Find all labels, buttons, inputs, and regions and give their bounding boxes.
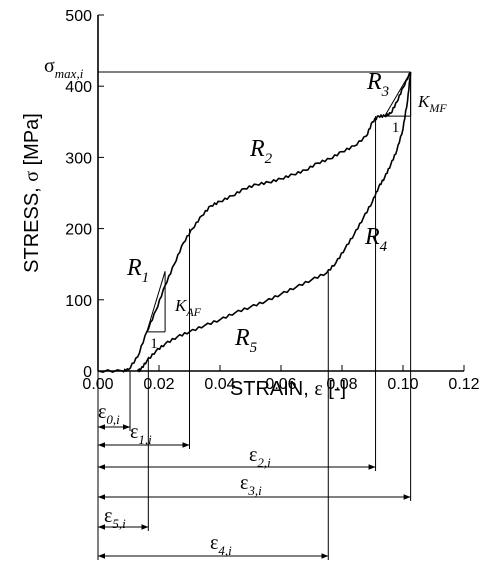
x-tick-label: 0.04 — [204, 376, 235, 393]
guides-layer — [97, 71, 412, 560]
x-axis-title: STRAIN, ε [-] — [230, 378, 346, 400]
y-tick-label: 300 — [65, 150, 92, 167]
y-tick-label: 500 — [65, 8, 92, 25]
strain-label-0-i: ε0,i — [98, 401, 120, 427]
loading-curve — [97, 71, 412, 373]
k-mf-label: KMF — [417, 92, 447, 115]
x-tick-label: 0.10 — [387, 376, 418, 393]
region-label-r3-base: R — [366, 69, 382, 95]
y-axis-title-prefix: STRESS, — [21, 182, 43, 273]
labels-layer: 11σmax,iKAFKMFR1R2R3R4R5ε0,iε1,iε2,iε3,i… — [44, 55, 447, 558]
region-label-r5-sub: 5 — [250, 340, 258, 356]
K_AF-unit-label: 1 — [150, 336, 158, 352]
region-label-r3-sub: 3 — [381, 84, 390, 100]
region-label-r5-base: R — [234, 325, 250, 351]
y-tick-label: 200 — [65, 222, 92, 239]
region-label-r4-base: R — [364, 224, 380, 250]
k-mf-label-sub: MF — [428, 101, 447, 115]
sigma-max-label-sub: max,i — [55, 66, 84, 81]
y-axis-title-symbol: σ — [21, 171, 43, 182]
strain-label-0-i-base: ε — [98, 401, 106, 423]
sigma-max-label: σmax,i — [44, 55, 84, 81]
strain-label-5-i: ε5,i — [104, 505, 126, 531]
x-tick-label: 0.12 — [448, 376, 479, 393]
strain-label-4-i-sub: 4,i — [218, 543, 232, 558]
strain-label-1-i-sub: 1,i — [138, 432, 152, 447]
region-label-r1: R1 — [126, 255, 149, 286]
strain-label-5-i-base: ε — [104, 505, 112, 527]
strain-label-2-i-base: ε — [249, 444, 257, 466]
y-tick-label: 400 — [65, 79, 92, 96]
x-tick-label: 0.06 — [265, 376, 296, 393]
strain-label-2-i-sub: 2,i — [257, 455, 271, 470]
strain-label-5-i-sub: 5,i — [112, 516, 126, 531]
x-tick-label: 0.08 — [326, 376, 357, 393]
region-label-r2-base: R — [249, 136, 265, 162]
y-axis-title-unit: [MPa] — [21, 113, 43, 171]
ticks-layer: 0.00 0.02 0.04 0.06 0.08 0.10 0.12010020030040… — [65, 8, 479, 393]
region-label-r4-sub: 4 — [380, 239, 388, 255]
curves-layer — [97, 71, 412, 373]
region-label-r1-sub: 1 — [142, 270, 150, 286]
strain-label-2-i: ε2,i — [249, 444, 271, 470]
strain-label-1-i-base: ε — [130, 421, 138, 443]
sigma-max-label-base: σ — [44, 55, 55, 77]
K_AF-triangle-slope — [146, 271, 166, 332]
region-label-r4: R4 — [364, 224, 388, 255]
strain-label-0-i-sub: 0,i — [106, 412, 120, 427]
k-af-label: KAF — [174, 296, 202, 319]
strain-label-1-i: ε1,i — [130, 421, 152, 447]
region-label-r1-base: R — [126, 255, 142, 281]
region-label-r3: R3 — [366, 69, 389, 100]
x-axis-title-unit: [-] — [323, 378, 346, 400]
y-tick-label: 100 — [65, 293, 92, 310]
x-axis-title-prefix: STRAIN, — [230, 378, 314, 400]
k-af-label-base: K — [174, 296, 188, 315]
region-label-r5: R5 — [234, 325, 258, 356]
strain-label-4-i-base: ε — [210, 532, 218, 554]
unloading-curve — [136, 71, 412, 373]
region-label-r2-sub: 2 — [265, 151, 273, 167]
x-tick-label: 0.02 — [143, 376, 174, 393]
strain-label-3-i-sub: 3,i — [247, 483, 262, 498]
strain-label-3-i-base: ε — [240, 472, 248, 494]
k-mf-label-base: K — [417, 92, 431, 111]
K_MF-triangle-slope — [384, 71, 412, 117]
y-tick-label: 0 — [83, 364, 92, 381]
K_MF-unit-label: 1 — [392, 120, 400, 136]
region-label-r2: R2 — [249, 136, 273, 167]
y-axis-title: STRESS, σ [MPa] — [21, 113, 43, 273]
strain-label-3-i: ε3,i — [240, 472, 262, 498]
strain-label-4-i: ε4,i — [210, 532, 232, 558]
x-axis-title-symbol: ε — [314, 378, 322, 400]
k-af-label-sub: AF — [185, 305, 201, 319]
